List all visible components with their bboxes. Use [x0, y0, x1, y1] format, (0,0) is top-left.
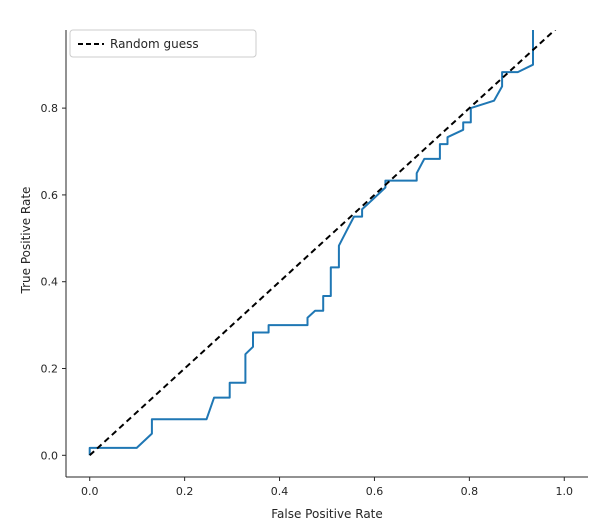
random-guess-line: [90, 21, 565, 455]
y-ticks: 0.0 0.2 0.4 0.6 0.8: [41, 102, 67, 462]
y-tick-label: 0.4: [41, 276, 59, 289]
x-tick-label: 1.0: [556, 485, 574, 498]
x-ticks: 0.0 0.2 0.4 0.6 0.8 1.0: [81, 477, 573, 498]
series-layer: [90, 21, 565, 455]
x-tick-label: 0.0: [81, 485, 99, 498]
x-tick-label: 0.2: [176, 485, 194, 498]
y-tick-label: 0.2: [41, 363, 59, 376]
y-tick-label: 0.8: [41, 102, 59, 115]
y-axis-title: True Positive Rate: [19, 187, 33, 295]
y-tick-label: 0.6: [41, 189, 59, 202]
y-tick-label: 0.0: [41, 449, 59, 462]
legend: Random guess: [70, 30, 256, 57]
roc-curve-line: [90, 30, 533, 455]
x-tick-label: 0.6: [366, 485, 384, 498]
x-tick-label: 0.4: [271, 485, 289, 498]
legend-label-random-guess: Random guess: [110, 37, 199, 51]
x-axis-title: False Positive Rate: [271, 507, 383, 521]
x-tick-label: 0.8: [461, 485, 479, 498]
